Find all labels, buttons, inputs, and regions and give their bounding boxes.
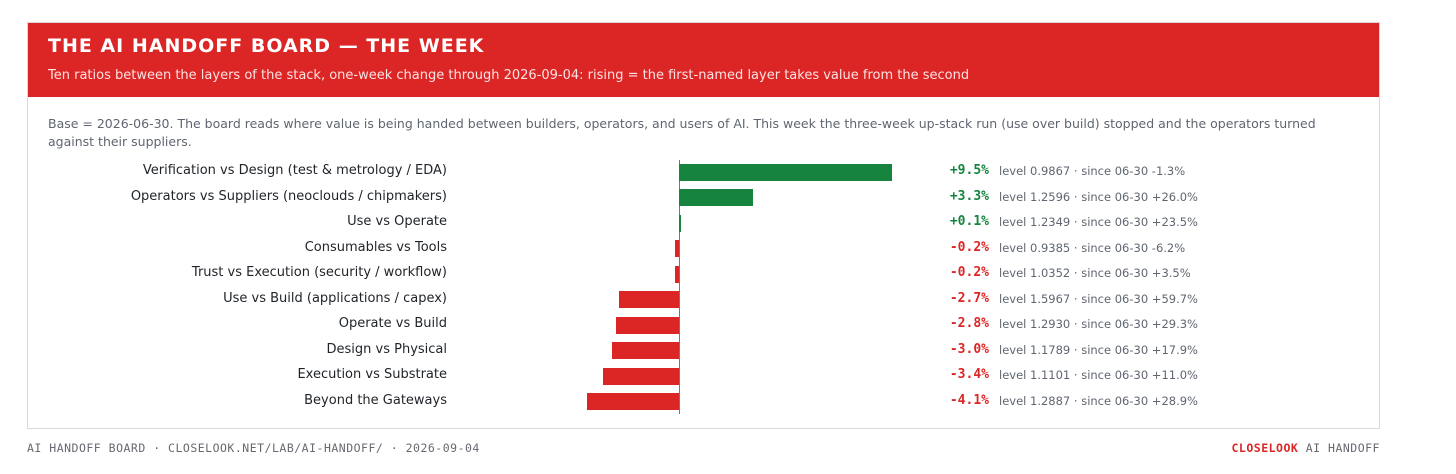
bar (587, 393, 679, 410)
value-label: -3.4% (949, 367, 989, 382)
category-label: Verification vs Design (test & metrology… (142, 163, 447, 178)
value-label: -0.2% (949, 239, 989, 255)
detail-label: level 1.2596 · since 06-30 +26.0% (999, 189, 1198, 204)
value-label: +3.3% (949, 188, 989, 204)
bar (602, 367, 679, 385)
bar (679, 214, 682, 232)
footer-brand-suffix: AI HANDOFF (1305, 441, 1380, 455)
category-label: Trust vs Execution (security / workflow) (191, 265, 447, 280)
detail-label: level 1.2349 · since 06-30 +23.5% (999, 215, 1198, 229)
bar (679, 189, 753, 206)
page-subtitle: Ten ratios between the layers of the sta… (48, 68, 970, 83)
bar (611, 342, 679, 359)
chart-card: THE AI HANDOFF BOARD — THE WEEK Ten rati… (27, 22, 1380, 429)
detail-label: level 1.0352 · since 06-30 +3.5% (999, 266, 1191, 280)
detail-label: level 1.1101 · since 06-30 +11.0% (999, 368, 1198, 382)
detail-label: level 1.1789 · since 06-30 +17.9% (999, 342, 1198, 357)
bar (679, 163, 892, 181)
value-label: +0.1% (949, 214, 989, 229)
value-label: -4.1% (949, 392, 989, 408)
detail-label: level 0.9385 · since 06-30 -6.2% (999, 240, 1186, 255)
bar (618, 291, 679, 308)
value-label: +9.5% (949, 163, 989, 178)
category-label: Consumables vs Tools (304, 239, 447, 255)
value-label: -3.0% (949, 341, 989, 357)
detail-label: level 1.5967 · since 06-30 +59.7% (999, 291, 1198, 306)
category-label: Operators vs Suppliers (neoclouds / chip… (130, 188, 447, 204)
category-label: Beyond the Gateways (304, 392, 447, 408)
bar (674, 265, 679, 283)
detail-label: level 1.2887 · since 06-30 +28.9% (999, 393, 1198, 408)
detail-label: level 0.9867 · since 06-30 -1.3% (999, 164, 1186, 178)
zero-axis-line (679, 160, 680, 414)
value-label: -0.2% (949, 265, 989, 280)
category-label: Use vs Operate (347, 214, 447, 229)
footer-source: AI HANDOFF BOARD · CLOSELOOK.NET/LAB/AI-… (27, 441, 480, 455)
page-title: THE AI HANDOFF BOARD — THE WEEK (48, 35, 485, 57)
category-label: Use vs Build (applications / capex) (223, 290, 447, 306)
detail-label: level 1.2930 · since 06-30 +29.3% (999, 317, 1198, 331)
bar (616, 316, 679, 334)
value-label: -2.7% (949, 290, 989, 306)
description-text: Base = 2026-06-30. The board reads where… (48, 116, 1316, 149)
value-label: -2.8% (949, 316, 989, 331)
category-label: Operate vs Build (338, 316, 447, 331)
category-label: Design vs Physical (326, 341, 448, 357)
bar (674, 240, 679, 257)
footer-brand-name: CLOSELOOK (1231, 441, 1299, 455)
category-label: Execution vs Substrate (297, 367, 447, 382)
header-banner: THE AI HANDOFF BOARD — THE WEEK Ten rati… (28, 23, 1379, 97)
footer-brand: CLOSELOOK AI HANDOFF (1232, 441, 1381, 455)
